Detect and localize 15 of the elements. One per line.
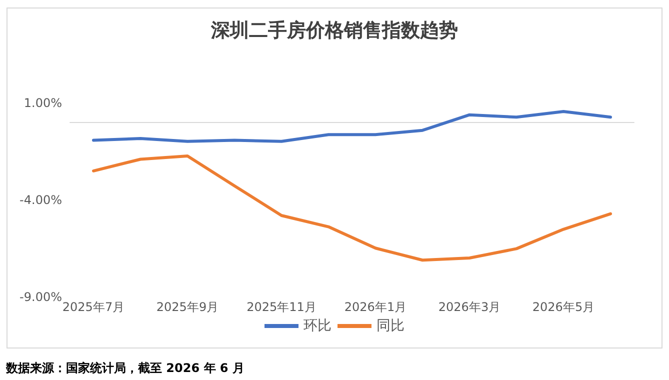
y-tick-label: 1.00% [24,96,62,110]
y-tick-label: -4.00% [20,193,62,207]
line-series [92,154,612,262]
x-tick-label: 2026年1月 [344,300,407,314]
y-tick-label: -9.00% [20,290,62,304]
chart-title: 深圳二手房价格销售指数趋势 [210,20,458,42]
x-tick-label: 2026年3月 [438,300,501,314]
legend-label: 同比 [376,318,404,334]
x-tick-label: 2025年11月 [246,300,316,314]
source-note: 数据来源：国家统计局，截至 2026 年 6 月 [5,361,244,375]
line-series [92,110,612,143]
x-tick-label: 2025年9月 [156,300,219,314]
legend-label: 环比 [304,318,332,334]
x-tick-label: 2026年5月 [532,300,595,314]
x-tick-label: 2025年7月 [62,300,125,314]
